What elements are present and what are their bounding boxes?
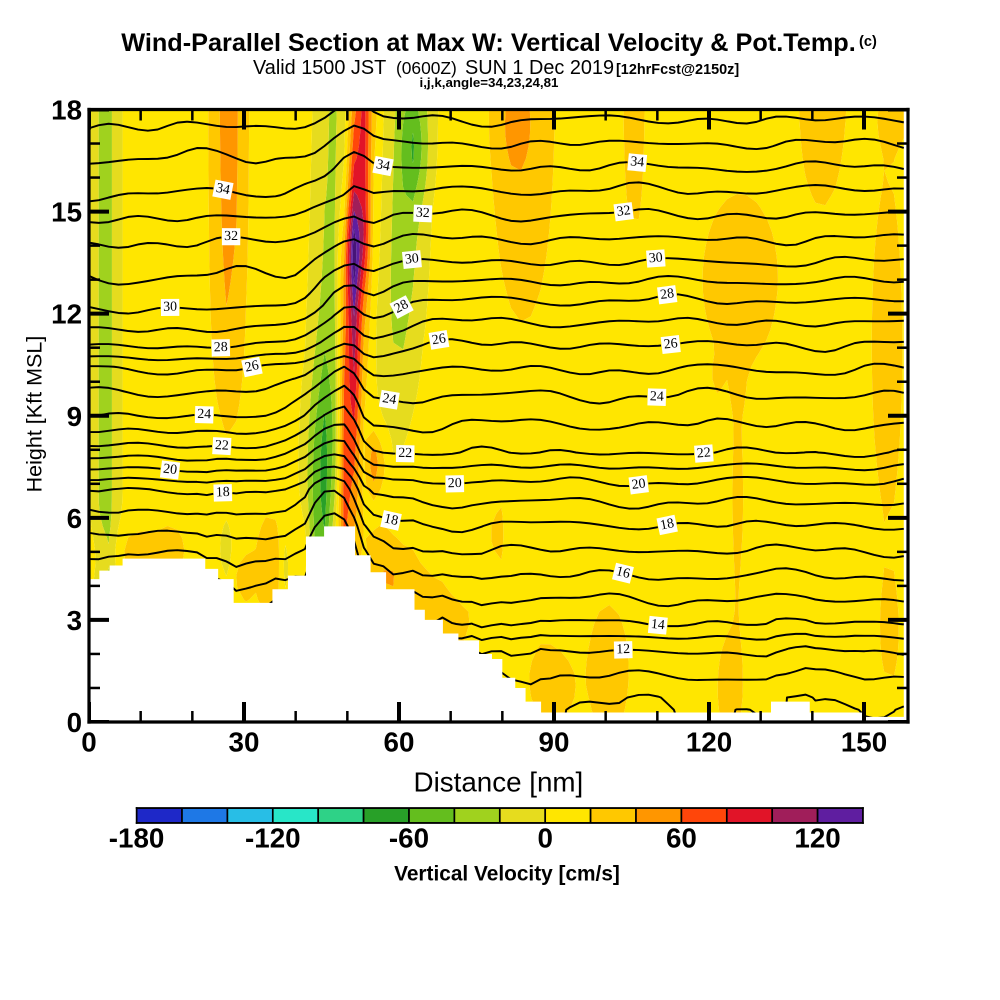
- svg-text:34: 34: [215, 181, 232, 198]
- svg-text:20: 20: [162, 462, 178, 479]
- svg-text:28: 28: [214, 340, 228, 355]
- svg-text:0: 0: [81, 726, 96, 757]
- svg-text:32: 32: [616, 203, 632, 220]
- svg-text:(c): (c): [859, 34, 877, 50]
- svg-text:34: 34: [630, 154, 645, 170]
- svg-text:i,j,k,angle=34,23,24,81: i,j,k,angle=34,23,24,81: [420, 75, 560, 90]
- svg-text:-180: -180: [109, 823, 165, 854]
- svg-text:60: 60: [384, 726, 415, 757]
- svg-text:15: 15: [51, 197, 82, 228]
- svg-text:18: 18: [216, 485, 230, 500]
- svg-text:120: 120: [686, 726, 732, 757]
- svg-text:18: 18: [383, 511, 400, 529]
- svg-text:30: 30: [163, 300, 177, 315]
- svg-text:32: 32: [416, 206, 431, 222]
- svg-text:28: 28: [392, 297, 411, 317]
- svg-text:30: 30: [229, 726, 260, 757]
- svg-text:16: 16: [614, 564, 631, 582]
- svg-text:24: 24: [381, 391, 397, 408]
- svg-text:[12hrFcst@2150z]: [12hrFcst@2150z]: [616, 62, 739, 78]
- svg-text:24: 24: [650, 389, 664, 404]
- svg-text:90: 90: [539, 726, 570, 757]
- svg-text:-60: -60: [389, 823, 429, 854]
- svg-text:12: 12: [616, 642, 630, 657]
- svg-text:22: 22: [696, 445, 711, 461]
- svg-text:26: 26: [431, 331, 447, 348]
- svg-text:26: 26: [244, 358, 261, 376]
- svg-text:0: 0: [537, 823, 552, 854]
- svg-text:26: 26: [663, 336, 679, 352]
- svg-text:18: 18: [659, 516, 676, 533]
- svg-text:150: 150: [841, 726, 887, 757]
- svg-text:34: 34: [375, 157, 392, 174]
- svg-text:22: 22: [214, 438, 229, 454]
- svg-text:22: 22: [398, 446, 412, 461]
- svg-text:24: 24: [197, 407, 211, 422]
- svg-text:SUN 1 Dec 2019: SUN 1 Dec 2019: [465, 57, 614, 79]
- svg-text:20: 20: [448, 476, 462, 491]
- svg-text:-120: -120: [245, 823, 301, 854]
- svg-text:30: 30: [648, 250, 663, 266]
- svg-text:9: 9: [67, 401, 82, 432]
- svg-text:Distance [nm]: Distance [nm]: [414, 767, 584, 798]
- svg-text:6: 6: [67, 503, 82, 534]
- svg-text:Height [Kft MSL]: Height [Kft MSL]: [23, 336, 47, 493]
- svg-text:28: 28: [659, 286, 675, 303]
- svg-text:32: 32: [224, 229, 238, 244]
- svg-text:14: 14: [650, 617, 665, 633]
- svg-text:Valid 1500 JST: Valid 1500 JST: [253, 57, 386, 79]
- svg-text:(0600Z): (0600Z): [396, 58, 457, 78]
- svg-text:12: 12: [51, 299, 82, 330]
- svg-text:3: 3: [67, 605, 82, 636]
- svg-text:18: 18: [51, 95, 82, 126]
- svg-text:120: 120: [794, 823, 840, 854]
- svg-text:20: 20: [631, 476, 647, 493]
- svg-text:Wind-Parallel Section at Max W: Wind-Parallel Section at Max W: Vertical…: [121, 29, 856, 57]
- svg-text:30: 30: [404, 251, 419, 267]
- svg-text:0: 0: [67, 707, 82, 738]
- svg-text:60: 60: [666, 823, 697, 854]
- svg-text:Vertical Velocity [cm/s]: Vertical Velocity [cm/s]: [394, 863, 620, 886]
